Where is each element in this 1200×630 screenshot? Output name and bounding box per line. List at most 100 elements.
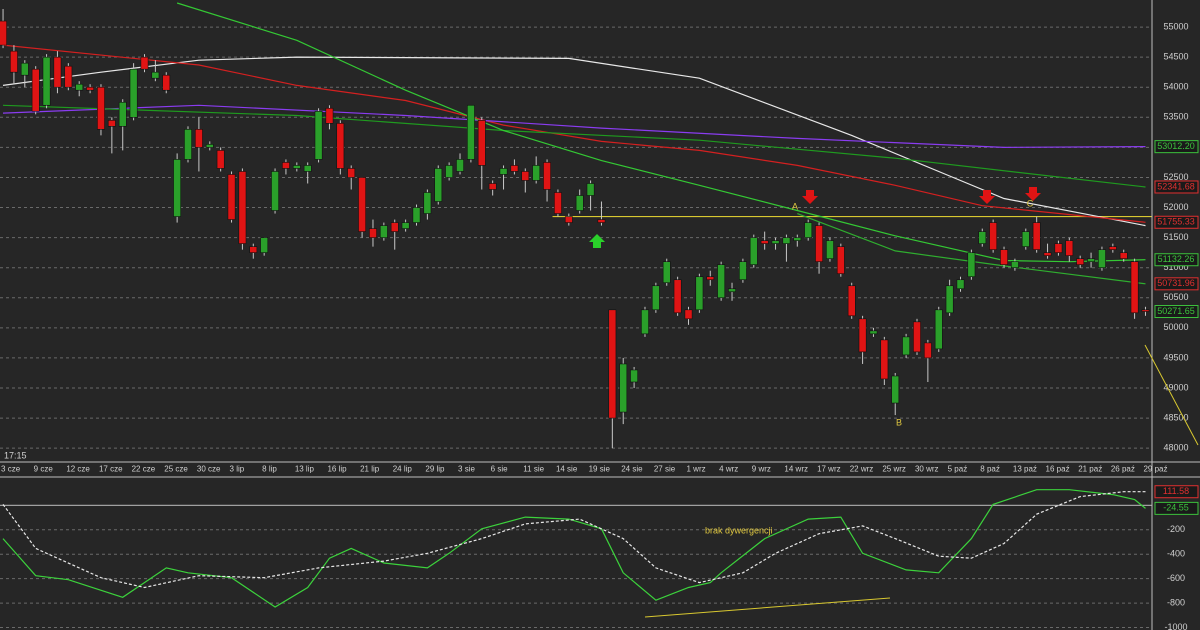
price-tag: 111.58: [1154, 485, 1199, 499]
y-tick-label: 55000: [1163, 21, 1188, 31]
x-tick-label: 16 paź: [1046, 465, 1070, 474]
candle-body: [336, 123, 345, 169]
candle-body: [358, 177, 366, 232]
price-tag-box: [1154, 253, 1199, 267]
y-tick-label: -200: [1167, 524, 1185, 534]
price-tag-label: 50271.65: [1157, 306, 1195, 316]
oscillator-panel: -200 -400 -600 -800 -1000 -24.55 111.58: [0, 485, 1199, 630]
candle-body: [967, 252, 976, 278]
price-panel: 48000 48500 49000 49500 50000 50500 51000 51500…: [0, 2, 1199, 453]
candle-body: [575, 195, 584, 211]
trend-line: [1144, 344, 1199, 446]
candle-body: [205, 144, 214, 148]
y-tick-label: 51000: [1163, 262, 1188, 272]
candle-body: [1011, 261, 1019, 268]
candle-body: [412, 207, 421, 223]
x-tick-label: 12 cze: [66, 465, 90, 474]
candle-body: [1043, 252, 1052, 256]
candle-body: [10, 50, 18, 73]
y-tick-label: 48000: [1163, 443, 1188, 453]
price-tag-box: [1154, 277, 1199, 291]
candle-body: [1000, 249, 1008, 265]
annotation: A: [792, 201, 798, 211]
candle-body: [739, 261, 747, 281]
candle-body: [1130, 261, 1139, 314]
price-tag-label: 111.58: [1163, 486, 1189, 496]
candle-body: [477, 120, 486, 166]
x-tick-label: 8 paź: [980, 465, 1000, 474]
candle-body: [1098, 249, 1106, 268]
candle-body: [227, 174, 236, 220]
x-tick-label: 3 cze: [1, 465, 21, 474]
candle-body: [1141, 309, 1150, 312]
x-tick-label: 8 lip: [262, 465, 277, 474]
candle-body: [1076, 258, 1085, 265]
series-line: [2, 104, 1146, 188]
candle-body: [934, 309, 943, 350]
y-tick-label: -800: [1167, 597, 1185, 607]
y-tick-label: -400: [1167, 549, 1185, 559]
candle-body: [1021, 231, 1030, 247]
series-line: [2, 56, 1146, 227]
candle-body: [913, 321, 921, 353]
candle-body: [1119, 252, 1128, 259]
y-tick-label: 54000: [1163, 82, 1188, 92]
candle-body: [760, 240, 769, 244]
candle-body: [445, 165, 454, 178]
price-tag-label: -24.55: [1163, 503, 1189, 513]
price-tag: -24.55: [1154, 501, 1199, 515]
candle-body: [869, 330, 878, 335]
candle-body: [662, 261, 671, 284]
annotation: C: [1027, 198, 1034, 208]
candle-body: [510, 165, 519, 172]
annotation: brak dywergencji: [705, 525, 773, 535]
candle-body: [314, 110, 323, 160]
price-tag: 50271.65: [1154, 305, 1199, 319]
candle-body: [847, 285, 856, 317]
candle-body: [347, 168, 356, 178]
series-line: [2, 44, 1146, 223]
x-tick-label: 14 sie: [556, 465, 578, 474]
candle-body: [1108, 246, 1117, 250]
candle-body: [673, 279, 682, 314]
x-tick-label: 13 lip: [295, 465, 315, 474]
candle-body: [434, 168, 443, 202]
y-tick-label: 49000: [1163, 382, 1188, 392]
candle-body: [902, 336, 911, 356]
candle-body: [31, 68, 40, 112]
candle-body: [369, 228, 377, 238]
series-line: [2, 104, 1146, 149]
x-tick-label: 6 sie: [491, 465, 508, 474]
candle-body: [826, 240, 834, 259]
sell-arrow: [1025, 187, 1041, 201]
price-tag: 50731.96: [1154, 277, 1199, 291]
candle-body: [858, 318, 867, 353]
candle-body: [956, 279, 965, 290]
candle-body: [401, 222, 410, 229]
price-tag-label: 51132.26: [1158, 254, 1195, 264]
y-tick-label: 50500: [1163, 292, 1188, 302]
candle-body: [184, 129, 192, 160]
x-tick-label: 22 wrz: [850, 465, 874, 474]
candle-body: [20, 62, 29, 76]
candle-body: [249, 246, 258, 253]
candle-body: [194, 129, 203, 148]
price-tag-label: 50731.96: [1157, 278, 1195, 288]
x-tick-label: 29 lip: [425, 465, 445, 474]
candle-body: [586, 183, 595, 196]
sell-arrow: [802, 190, 818, 204]
x-tick-label: 30 wrz: [915, 465, 939, 474]
candle-body: [619, 363, 628, 413]
candle-body: [1065, 240, 1074, 256]
price-tag: 53012.20: [1154, 140, 1199, 154]
x-tick-label: 3 sie: [458, 465, 475, 474]
series-line: [176, 2, 1146, 263]
candle-body: [42, 56, 51, 106]
candle-body: [53, 56, 62, 88]
candle-body: [1054, 243, 1063, 253]
candle-body: [129, 68, 138, 118]
candle-body: [499, 168, 508, 175]
x-tick-label: 17 wrz: [817, 465, 841, 474]
candle-body: [466, 104, 475, 160]
